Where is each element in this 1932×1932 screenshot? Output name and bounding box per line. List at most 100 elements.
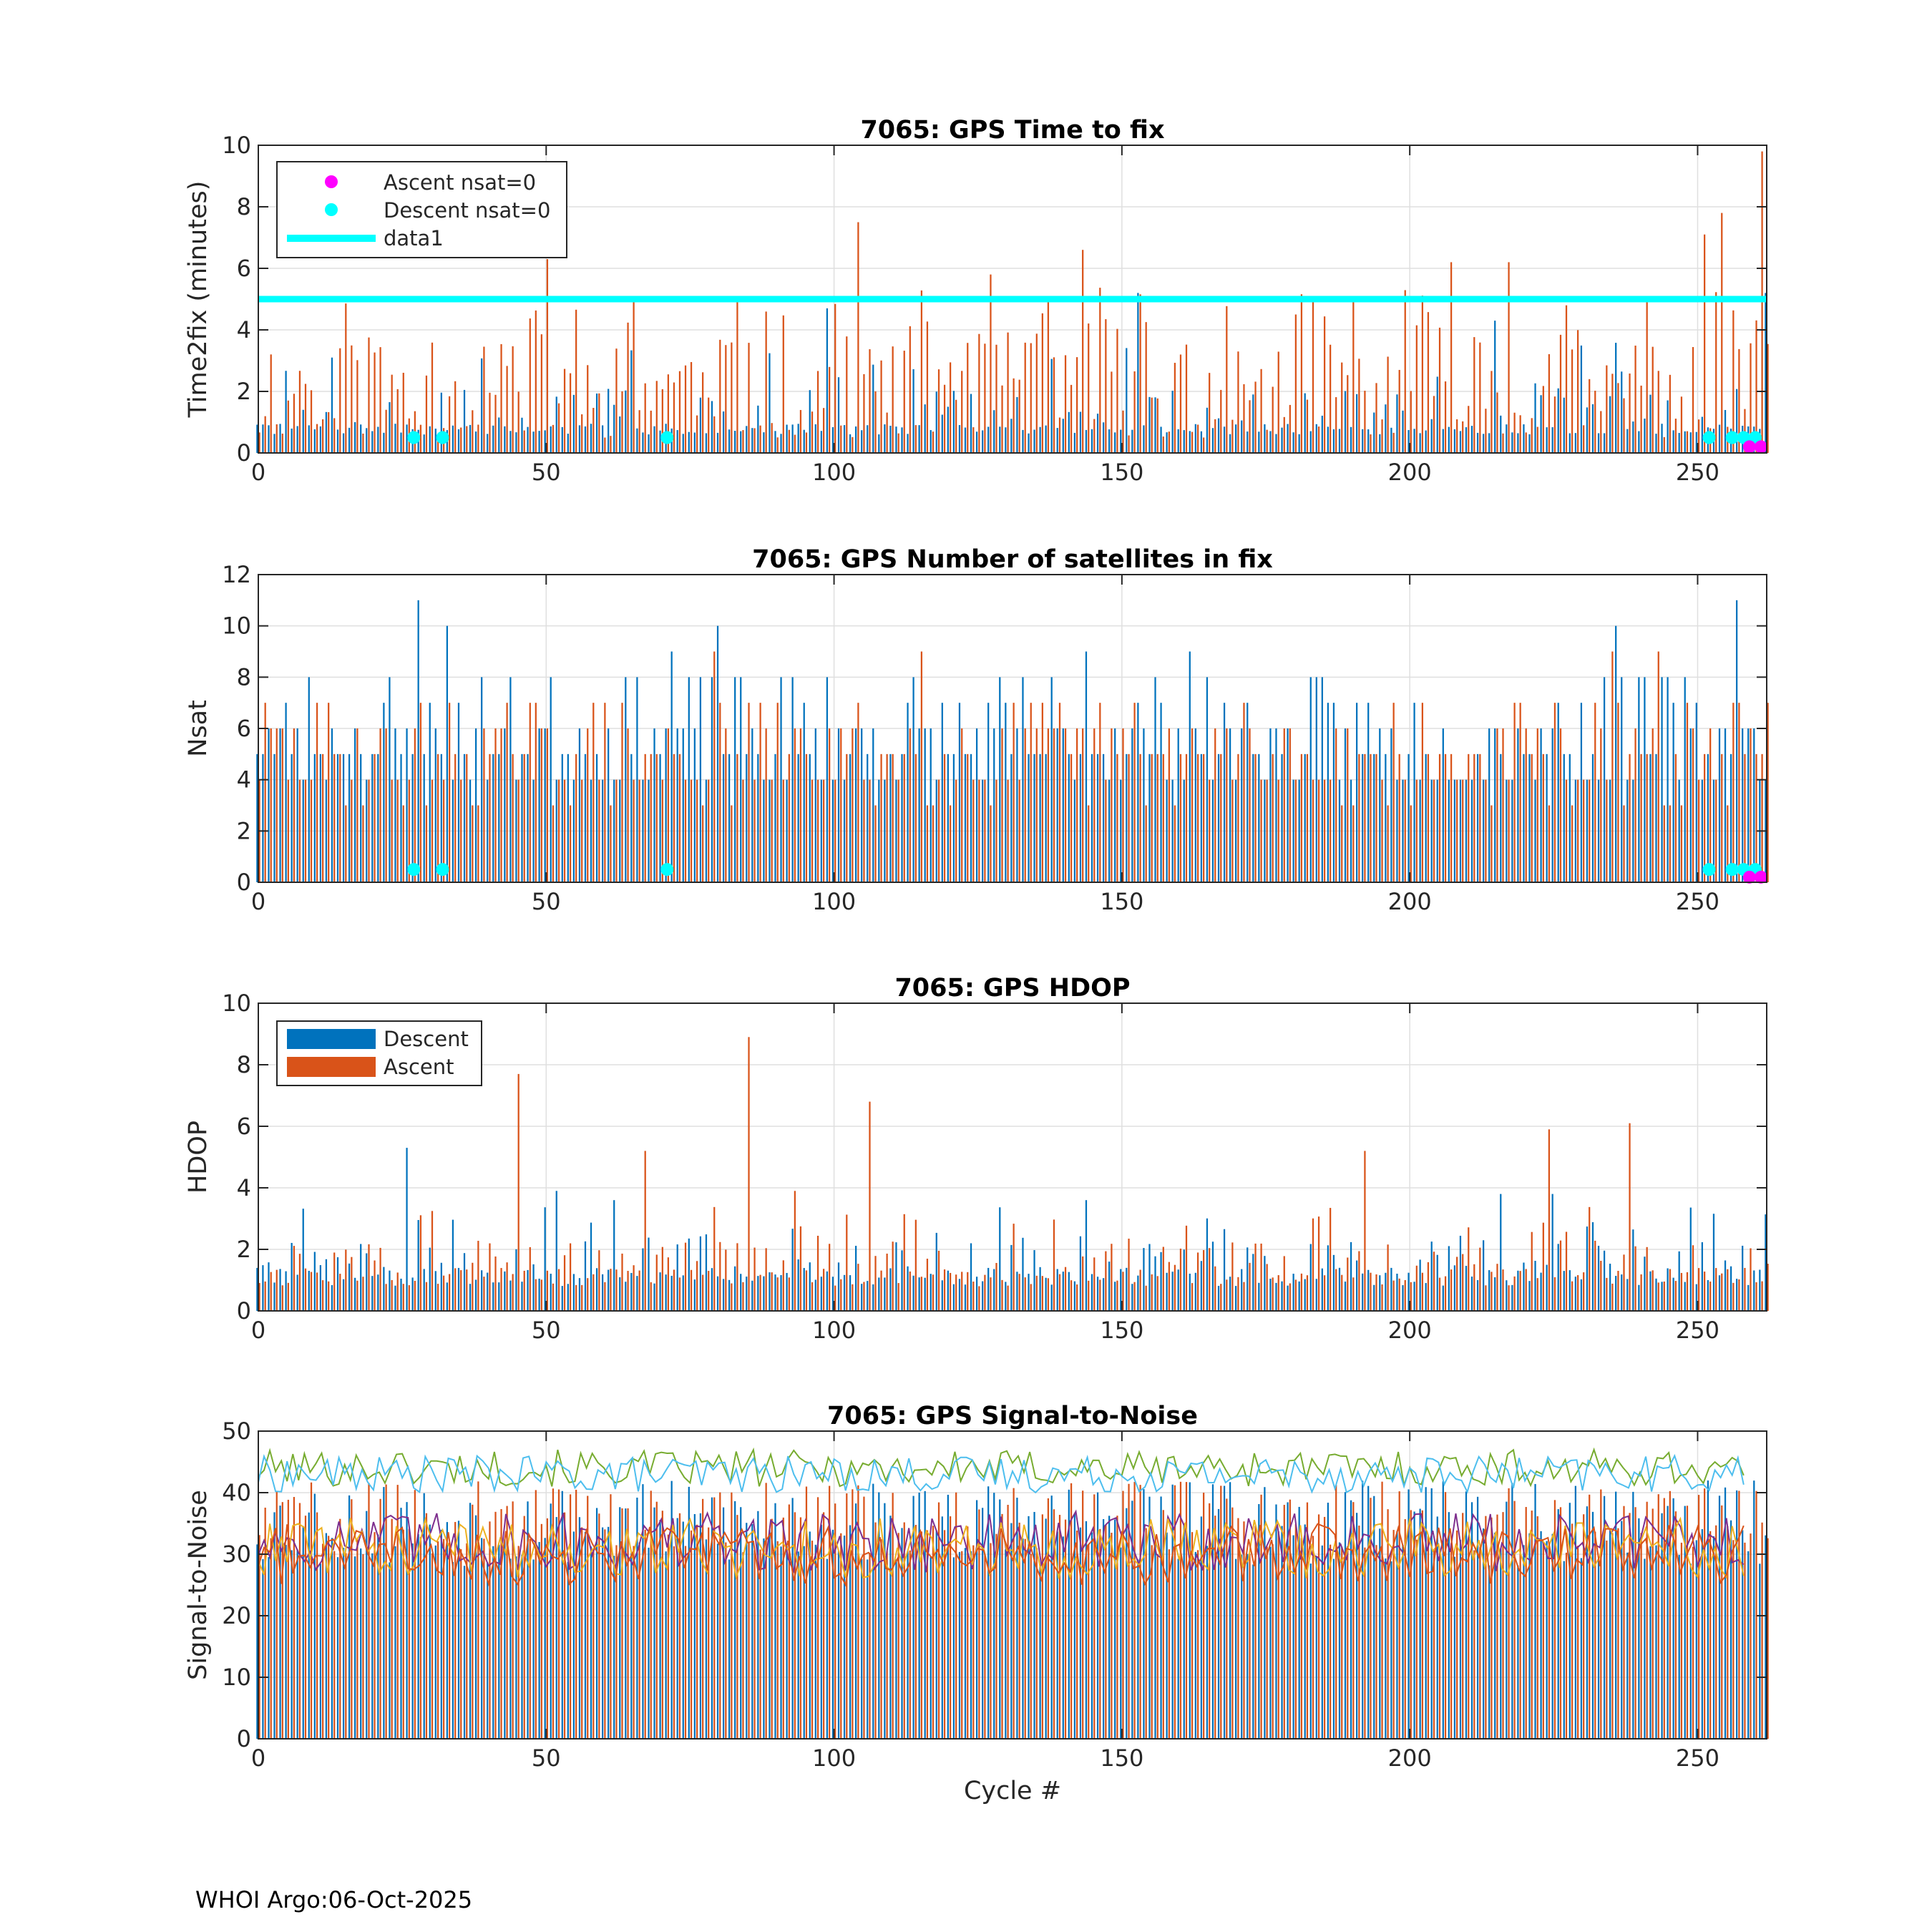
ascent-bar <box>517 1546 519 1739</box>
ascent-bar <box>1525 1269 1527 1311</box>
ascent-bar <box>374 1260 376 1311</box>
ascent-bar <box>1093 1257 1096 1311</box>
ascent-bar <box>1174 1264 1176 1311</box>
ascent-bar <box>1421 1510 1424 1739</box>
descent-bar <box>389 1270 391 1311</box>
descent-bar <box>1338 429 1341 453</box>
descent-bar <box>993 410 995 453</box>
descent-bar <box>1470 1502 1473 1739</box>
descent-bar <box>1753 1270 1755 1311</box>
ascent-bar <box>1272 1277 1274 1311</box>
descent-bar <box>791 1498 794 1739</box>
ascent-bar <box>1179 1481 1182 1739</box>
ascent-bar <box>1433 1252 1435 1311</box>
ascent-bar <box>1341 805 1343 882</box>
ascent-bar <box>972 1282 975 1311</box>
descent-bar <box>716 1276 719 1311</box>
descent-bar <box>711 1268 713 1311</box>
ascent-bar <box>1347 1546 1349 1739</box>
ascent-bar <box>1531 418 1533 453</box>
descent-bar <box>1045 425 1047 453</box>
ascent-bar <box>529 1246 531 1311</box>
ascent-bar <box>1260 779 1262 882</box>
ascent-bar <box>414 1281 416 1311</box>
descent-bar <box>1264 779 1266 882</box>
ascent-bar <box>581 414 583 453</box>
ascent-bar <box>1502 1269 1504 1311</box>
descent-bar <box>1079 1236 1082 1311</box>
ascent-bar <box>1358 358 1360 453</box>
ascent-bar <box>1496 1514 1498 1739</box>
ascent-bar <box>1064 1267 1067 1311</box>
ascent-bar <box>1053 357 1055 453</box>
descent-bar <box>1114 1519 1116 1739</box>
descent-bar <box>595 1268 598 1311</box>
descent-bar <box>1483 779 1485 882</box>
descent-bar <box>722 753 725 882</box>
descent-bar <box>930 728 932 882</box>
ascent-bar <box>1335 397 1337 453</box>
descent-bar <box>1005 703 1007 882</box>
descent-bar <box>1362 1273 1364 1311</box>
descent-bar <box>527 426 529 453</box>
descent-bar <box>354 728 356 882</box>
x-tick-label: 150 <box>1100 459 1143 486</box>
descent-bar <box>319 426 322 453</box>
ascent-bar <box>1634 728 1636 882</box>
descent-bar <box>930 1557 932 1739</box>
descent-bar <box>1506 1280 1508 1311</box>
descent-bar <box>550 677 552 882</box>
descent-bar <box>889 426 892 453</box>
ascent-bar <box>1721 753 1723 882</box>
ascent-bar <box>1433 1549 1435 1739</box>
ascent-bar <box>932 1274 935 1311</box>
descent-bar <box>1016 1272 1018 1311</box>
descent-bar <box>342 753 345 882</box>
ascent-bar <box>425 805 428 882</box>
ascent-bar <box>1606 779 1608 882</box>
descent-bar <box>527 1269 529 1311</box>
descent-bar <box>1200 431 1203 453</box>
ascent-bar <box>298 1503 301 1739</box>
ascent-bar <box>581 1284 583 1311</box>
descent-bar <box>670 651 673 882</box>
descent-bar <box>1667 1506 1669 1739</box>
ascent-bar <box>1013 703 1015 882</box>
descent-bar <box>595 1508 598 1739</box>
descent-bar <box>682 1275 684 1311</box>
descent-bar <box>1332 429 1335 453</box>
ascent-bar <box>281 1285 283 1311</box>
descent-bar <box>895 1559 897 1739</box>
descent-bar <box>797 1259 799 1311</box>
descent-bar <box>901 427 903 453</box>
descent-bar <box>1476 432 1479 453</box>
ascent-bar <box>897 1533 899 1739</box>
descent-bar <box>348 427 351 453</box>
descent-bar <box>308 425 310 453</box>
ascent-bar <box>840 1533 842 1739</box>
ascent-bar <box>275 1269 278 1311</box>
ascent-bar <box>1168 1262 1170 1311</box>
descent-bar <box>360 753 362 882</box>
descent-bar <box>734 431 736 453</box>
ascent-bar <box>874 1522 877 1739</box>
ascent-bar <box>719 1241 721 1311</box>
descent-bar <box>1039 1267 1041 1311</box>
descent-bar <box>1223 426 1226 453</box>
ascent-bar <box>1174 805 1176 882</box>
ascent-bar <box>535 703 537 882</box>
ascent-bar <box>914 1525 917 1739</box>
descent-bar <box>498 1544 500 1739</box>
ascent-bar <box>1703 1488 1706 1739</box>
descent-bar <box>1211 779 1214 882</box>
ascent-bar <box>1703 753 1706 882</box>
descent-bar <box>1528 1281 1531 1311</box>
descent-bar <box>504 426 506 453</box>
ascent-bar <box>368 1244 370 1311</box>
descent-bar <box>440 753 442 882</box>
descent-bar <box>1016 728 1018 882</box>
descent-bar <box>1528 1533 1531 1739</box>
ascent-bar <box>1352 805 1355 882</box>
descent-bar <box>1292 1274 1294 1311</box>
ascent-bar <box>1047 299 1050 453</box>
